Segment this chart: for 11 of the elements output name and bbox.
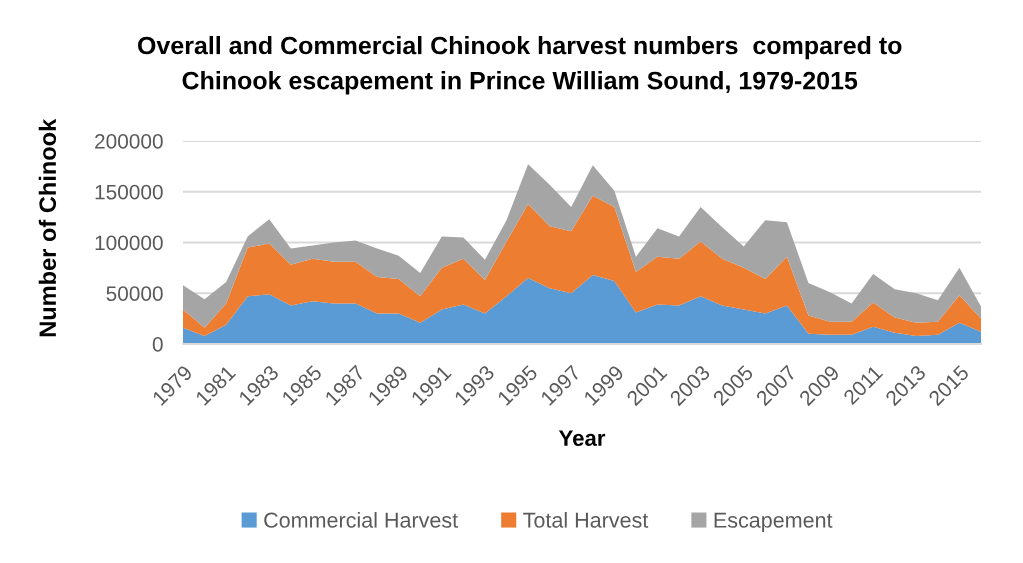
y-tick-label: 150000 [95, 184, 163, 200]
y-tick-label: 0 [152, 337, 163, 352]
y-axis-title: Number of Chinook [38, 118, 57, 337]
x-axis-title: Year [558, 430, 606, 446]
legend-label: Escapement [714, 512, 833, 533]
y-tick-label: 50000 [106, 286, 163, 301]
legend-label: Commercial Harvest [264, 511, 458, 528]
y-tick-label: 100000 [95, 235, 163, 251]
y-tick-label: 200000 [95, 134, 163, 149]
chart-title: Overall and Commercial Chinook harvest numbers compared to Chinook escapement in Prince William Sound, 1979-2015 [137, 36, 902, 95]
legend-label: Total Harvest [523, 511, 649, 528]
